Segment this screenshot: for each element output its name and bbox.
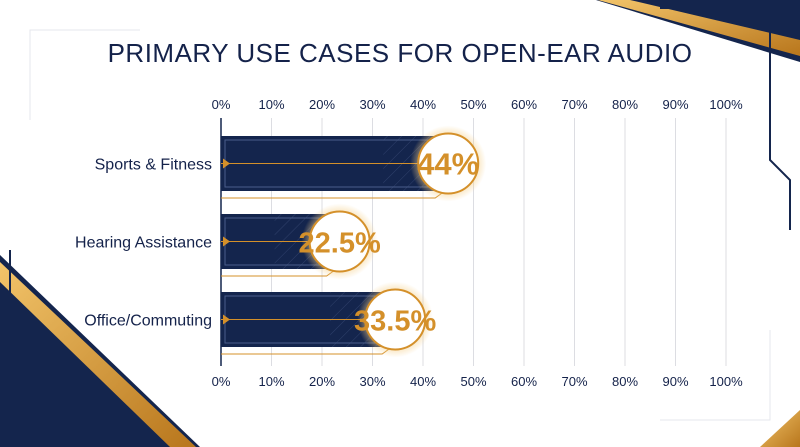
frame-hairline-top-left — [29, 29, 140, 120]
frame-line-bottom-left — [9, 250, 26, 440]
bar-value-label: 22.5% — [299, 228, 381, 260]
x-tick-label-top: 80% — [612, 97, 638, 112]
x-tick-label-bottom: 50% — [460, 374, 486, 389]
x-tick-label-top: 30% — [359, 97, 385, 112]
corner-gold-bottom-right — [760, 410, 800, 447]
value-bubble — [308, 210, 371, 273]
corner-ornament-bottom-left — [0, 255, 200, 447]
x-tick-label-bottom: 100% — [709, 374, 743, 389]
corner-ornament-top-right — [596, 0, 800, 62]
category-label: Sports & Fitness — [95, 157, 212, 174]
x-tick-label-bottom: 60% — [511, 374, 537, 389]
x-tick-label-bottom: 90% — [662, 374, 688, 389]
bar-group: 33.5% — [221, 281, 437, 358]
x-tick-label-bottom: 20% — [309, 374, 335, 389]
x-tick-label-top: 90% — [662, 97, 688, 112]
x-tick-label-bottom: 30% — [359, 374, 385, 389]
category-label: Office/Commuting — [84, 313, 212, 330]
value-bubble — [417, 132, 480, 195]
bar-value-label: 44% — [417, 147, 479, 182]
x-tick-label-bottom: 10% — [258, 374, 284, 389]
bar-value-label: 33.5% — [354, 306, 436, 338]
x-tick-label-bottom: 0% — [212, 374, 231, 389]
bar-marker-arrow — [223, 314, 230, 325]
bar-group: 22.5% — [221, 203, 381, 280]
x-tick-label-bottom: 80% — [612, 374, 638, 389]
x-tick-label-top: 100% — [709, 97, 743, 112]
x-tick-label-top: 50% — [460, 97, 486, 112]
value-bubble — [364, 288, 427, 351]
frame-line-top-right — [660, 7, 791, 230]
x-tick-label-top: 70% — [561, 97, 587, 112]
x-tick-label-top: 40% — [410, 97, 436, 112]
x-tick-label-top: 60% — [511, 97, 537, 112]
x-tick-label-top: 10% — [258, 97, 284, 112]
bar-marker-arrow — [223, 236, 230, 247]
x-tick-label-bottom: 40% — [410, 374, 436, 389]
corner-gold-top-right — [598, 0, 800, 56]
corner-gold-bottom-left — [0, 262, 196, 447]
x-tick-label-top: 20% — [309, 97, 335, 112]
bar-marker-arrow — [223, 158, 230, 169]
bar-group: 44% — [221, 125, 487, 202]
frame-hairline-bottom-right — [660, 330, 771, 421]
category-label: Hearing Assistance — [75, 235, 212, 252]
chart-title: PRIMARY USE CASES FOR OPEN-EAR AUDIO — [107, 38, 693, 68]
x-tick-label-bottom: 70% — [561, 374, 587, 389]
x-tick-label-top: 0% — [212, 97, 231, 112]
